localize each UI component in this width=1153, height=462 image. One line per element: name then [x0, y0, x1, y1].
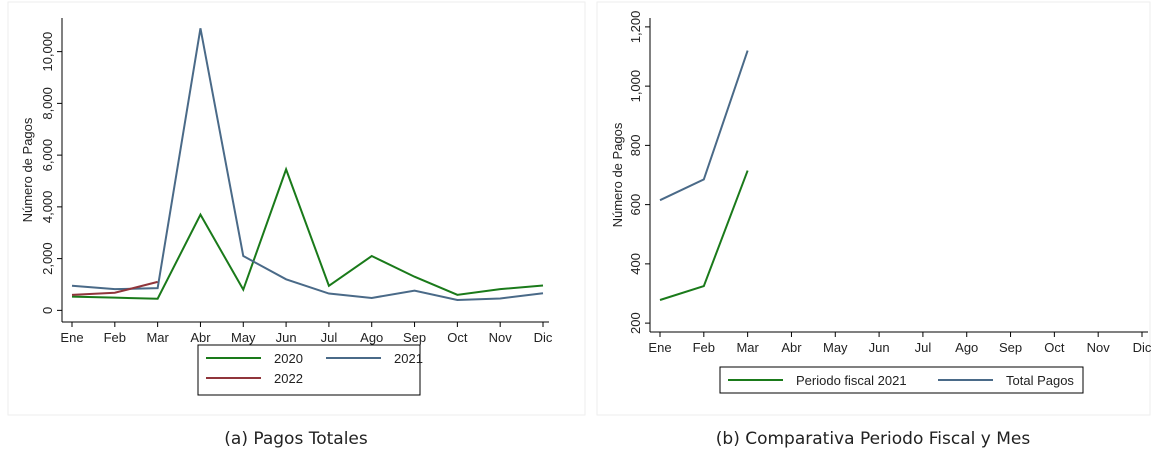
y-tick-label: 1,200	[628, 11, 643, 44]
x-tick-label: Feb	[104, 330, 126, 345]
x-tick-label: May	[231, 330, 256, 345]
x-tick-label: Abr	[781, 340, 802, 355]
x-tick-label: Ago	[955, 340, 978, 355]
y-tick-label: 8,000	[40, 87, 55, 120]
caption: (b) Comparativa Periodo Fiscal y Mes	[716, 429, 1031, 449]
y-tick-label: 6,000	[40, 139, 55, 172]
x-tick-label: Feb	[693, 340, 715, 355]
y-tick-label: 0	[40, 307, 55, 314]
series-line	[71, 28, 544, 302]
x-tick-label: Ene	[60, 330, 83, 345]
legend-label: Total Pagos	[1006, 373, 1074, 388]
x-tick-label: Sep	[403, 330, 426, 345]
y-axis-label: Número de Pagos	[20, 117, 35, 222]
legend-label: Periodo fiscal 2021	[796, 373, 907, 388]
y-tick-label: 200	[628, 312, 643, 334]
y-tick-label: 400	[628, 253, 643, 275]
y-axis-label: Número de Pagos	[610, 122, 625, 227]
panel-b	[596, 1, 1151, 416]
y-tick-label: 2,000	[40, 242, 55, 275]
x-tick-label: Nov	[489, 330, 513, 345]
x-tick-label: Jun	[869, 340, 890, 355]
legend-box	[197, 344, 421, 396]
x-tick-label: Nov	[1087, 340, 1111, 355]
y-tick-label: 600	[628, 194, 643, 216]
x-tick-label: Oct	[447, 330, 468, 345]
x-tick-label: Dic	[534, 330, 553, 345]
x-tick-label: Ago	[360, 330, 383, 345]
x-tick-label: Jul	[915, 340, 932, 355]
x-tick-label: Mar	[146, 330, 169, 345]
x-tick-label: Dic	[1133, 340, 1152, 355]
y-tick-label: 10,000	[40, 32, 55, 72]
x-tick-label: Oct	[1044, 340, 1065, 355]
x-tick-label: Jun	[276, 330, 297, 345]
series-line	[659, 50, 749, 202]
series-line	[71, 280, 158, 296]
legend-label: 2021	[394, 351, 423, 366]
x-tick-label: Sep	[999, 340, 1022, 355]
series-line	[71, 166, 544, 300]
x-tick-label: May	[823, 340, 848, 355]
x-tick-label: Ene	[648, 340, 671, 355]
x-tick-label: Abr	[190, 330, 211, 345]
y-tick-label: 4,000	[40, 191, 55, 224]
y-tick-label: 1,000	[628, 70, 643, 103]
legend-label: 2022	[274, 371, 303, 386]
series-line	[659, 170, 749, 301]
y-tick-label: 800	[628, 135, 643, 157]
legend-label: 2020	[274, 351, 303, 366]
caption: (a) Pagos Totales	[224, 429, 368, 449]
x-tick-label: Jul	[321, 330, 338, 345]
x-tick-label: Mar	[736, 340, 759, 355]
